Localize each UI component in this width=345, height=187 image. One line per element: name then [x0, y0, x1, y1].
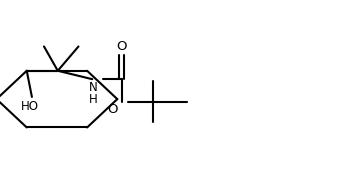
Text: N
H: N H [89, 81, 97, 106]
Text: O: O [108, 102, 118, 116]
Text: HO: HO [21, 100, 39, 113]
Text: O: O [116, 40, 127, 53]
